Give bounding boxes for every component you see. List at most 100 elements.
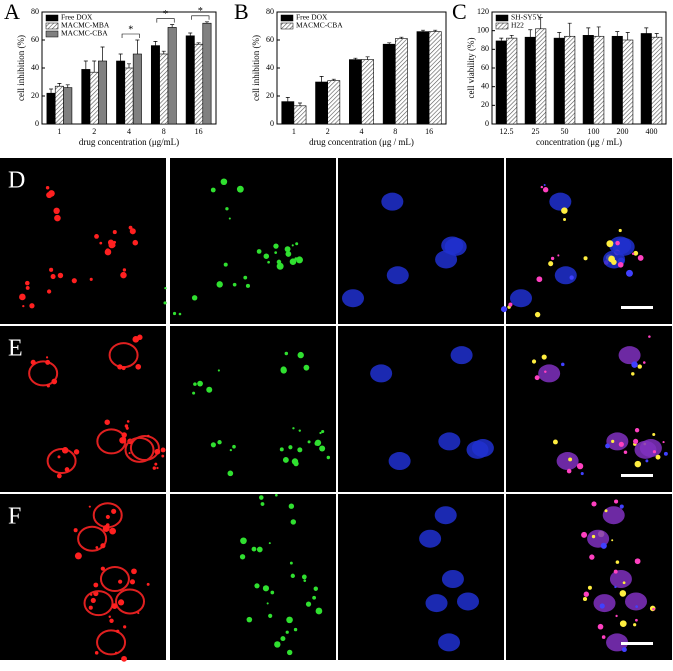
bar <box>535 28 547 125</box>
vesicle <box>64 467 70 472</box>
error-bar <box>49 88 54 94</box>
vesicle <box>49 267 54 272</box>
bar <box>394 38 408 125</box>
bar <box>327 80 341 125</box>
vesicle <box>623 450 628 454</box>
vesicle <box>550 256 555 261</box>
vesicle <box>597 623 604 630</box>
vesicle <box>129 228 136 235</box>
vesicle <box>288 445 293 450</box>
y-tick-label: 60 <box>481 63 489 72</box>
scale-bar <box>621 306 653 309</box>
y-tick-label: 100 <box>477 25 489 34</box>
vesicle <box>125 426 129 430</box>
scale-bar <box>621 474 653 477</box>
vesicle <box>615 560 620 564</box>
error-bar <box>387 42 392 45</box>
vesicle <box>117 364 123 370</box>
vesicle <box>652 607 655 611</box>
vesicle <box>540 185 544 189</box>
micrograph <box>338 158 504 324</box>
vesicle <box>606 240 614 248</box>
vesicle <box>246 616 253 623</box>
y-tick-label: 0 <box>270 119 274 128</box>
vesicle <box>121 432 127 438</box>
error-bar <box>644 27 649 34</box>
vesicle <box>19 293 26 301</box>
nucleus-red <box>28 360 59 387</box>
y-tick-label: 40 <box>481 81 489 90</box>
vesicle <box>156 466 159 470</box>
panel-label: E <box>8 336 23 362</box>
vesicle <box>312 595 317 600</box>
vesicle <box>633 623 637 627</box>
y-axis-label: cell inhibition (%) <box>251 35 261 101</box>
x-tick-label: 25 <box>532 127 540 136</box>
x-axis-label: concentration (μg / mL) <box>536 137 622 147</box>
nucleus <box>593 594 616 613</box>
bar <box>382 43 396 125</box>
error-bar <box>567 22 572 37</box>
legend-swatch <box>280 22 294 30</box>
bar <box>124 67 134 125</box>
vesicle <box>88 605 93 610</box>
bar <box>593 35 605 125</box>
vesicle <box>587 585 592 590</box>
legend-label: Free DOX <box>296 13 328 22</box>
legend-swatch <box>495 22 509 30</box>
vesicle <box>581 531 588 538</box>
error-bar <box>285 97 290 102</box>
nucleus <box>618 346 641 365</box>
vesicle <box>617 261 624 268</box>
legend-label: MACMC-CBA <box>61 29 108 38</box>
vesicle <box>591 534 596 539</box>
vesicle <box>22 305 25 308</box>
nucleus <box>634 440 657 459</box>
error-bar <box>499 37 504 41</box>
micrograph <box>338 326 504 492</box>
vesicle <box>172 311 177 316</box>
error-bar <box>92 60 97 73</box>
vesicle <box>633 250 639 256</box>
vesicle <box>61 447 69 454</box>
nucleus <box>554 266 577 285</box>
nucleus-red <box>124 436 155 463</box>
error-bar <box>297 102 302 106</box>
vesicle <box>46 289 52 294</box>
vesicle <box>152 466 156 470</box>
vesicle <box>262 585 270 592</box>
vesicle <box>275 493 278 497</box>
vesicle <box>568 457 573 462</box>
bar <box>524 36 536 125</box>
vesicle <box>611 539 614 542</box>
bar <box>564 35 576 125</box>
error-bar <box>586 27 591 36</box>
vesicle <box>319 445 326 452</box>
y-tick-label: 80 <box>31 7 39 16</box>
vesicle <box>197 380 203 387</box>
error-bar <box>365 56 370 60</box>
micrograph <box>0 326 166 492</box>
vesicle <box>206 386 213 393</box>
error-bar <box>331 78 336 81</box>
bar <box>428 31 442 125</box>
significance-mark: * <box>198 6 203 17</box>
significance-mark: * <box>163 9 168 20</box>
vesicle <box>256 249 262 254</box>
vesicle <box>614 585 617 589</box>
micrograph <box>506 494 672 660</box>
vesicle <box>655 454 661 460</box>
vesicle <box>99 241 103 245</box>
vesicle <box>121 366 126 371</box>
error-bar <box>65 84 70 88</box>
vesicle <box>599 603 605 609</box>
vesicle <box>225 207 229 211</box>
vesicle <box>119 436 126 444</box>
error-bar <box>57 83 62 87</box>
vesicle <box>541 354 547 360</box>
vesicle <box>276 262 284 270</box>
vesicle <box>288 503 295 509</box>
vesicle <box>120 271 127 279</box>
nucleus <box>342 289 365 308</box>
error-bar <box>654 33 659 38</box>
